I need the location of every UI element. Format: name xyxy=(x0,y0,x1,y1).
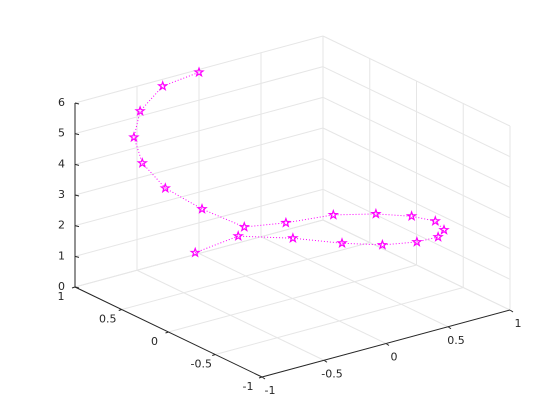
grid-line xyxy=(322,35,511,127)
y-tick-label: 0.5 xyxy=(99,313,117,326)
grid-line xyxy=(168,264,417,333)
z-tick-label: 4 xyxy=(58,157,65,170)
z-tick-label: 2 xyxy=(58,219,65,232)
data-marker xyxy=(238,221,251,232)
y-tick-label: -0.5 xyxy=(191,358,212,371)
tick-mark xyxy=(74,194,80,197)
z-tick-label: 3 xyxy=(58,188,65,201)
data-marker xyxy=(136,157,149,168)
data-marker xyxy=(156,80,169,91)
grid-line xyxy=(74,188,324,257)
data-marker xyxy=(287,232,299,244)
grid-line xyxy=(322,158,511,250)
grid-line xyxy=(121,242,370,310)
data-marker xyxy=(429,215,442,226)
tick-mark xyxy=(71,286,76,289)
y-tick-label: 0 xyxy=(151,335,158,348)
grid-line xyxy=(74,127,324,196)
x-tick-label: 1 xyxy=(515,317,522,330)
tick-mark xyxy=(74,133,80,136)
data-marker xyxy=(438,224,450,235)
x-tick-label: 0 xyxy=(391,351,398,364)
tick-mark xyxy=(509,309,514,313)
x-axis xyxy=(261,309,511,378)
data-marker xyxy=(280,216,292,228)
y-tick-label: -1 xyxy=(243,380,254,393)
grid-line xyxy=(215,287,464,355)
x-tick-label: -0.5 xyxy=(321,367,342,380)
data-marker xyxy=(370,207,382,219)
data-marker xyxy=(189,246,201,258)
y-axis xyxy=(74,286,263,378)
data-marker xyxy=(432,231,444,242)
data-marker xyxy=(327,208,340,220)
grid-line xyxy=(322,188,511,280)
y-tick-label: 1 xyxy=(58,290,65,303)
data-marker xyxy=(376,238,389,250)
grid-line xyxy=(74,96,324,165)
x-tick-label: -1 xyxy=(265,384,276,397)
z-tick-label: 5 xyxy=(58,127,65,140)
data-marker xyxy=(411,236,423,247)
z-tick-label: 6 xyxy=(58,96,65,109)
data-marker xyxy=(196,202,208,214)
tick-mark xyxy=(74,102,80,105)
tick-mark xyxy=(74,225,80,228)
z-tick-label: 1 xyxy=(58,249,65,262)
grid-line xyxy=(74,219,324,288)
data-marker xyxy=(128,131,140,143)
data-marker xyxy=(336,237,348,249)
data-marker xyxy=(232,230,244,241)
data-marker xyxy=(134,105,146,116)
data-marker xyxy=(193,66,205,78)
grid-line xyxy=(322,219,511,311)
tick-mark xyxy=(74,163,80,166)
tick-mark xyxy=(74,255,80,258)
grid-line xyxy=(322,66,511,158)
data-marker xyxy=(405,210,418,222)
grid-line xyxy=(322,96,511,188)
z-tick-label: 0 xyxy=(58,280,65,293)
data-marker xyxy=(159,182,172,194)
grid-line xyxy=(322,127,511,219)
grid-line xyxy=(74,158,324,227)
x-tick-label: 0.5 xyxy=(447,334,465,347)
grid-line xyxy=(74,66,324,135)
